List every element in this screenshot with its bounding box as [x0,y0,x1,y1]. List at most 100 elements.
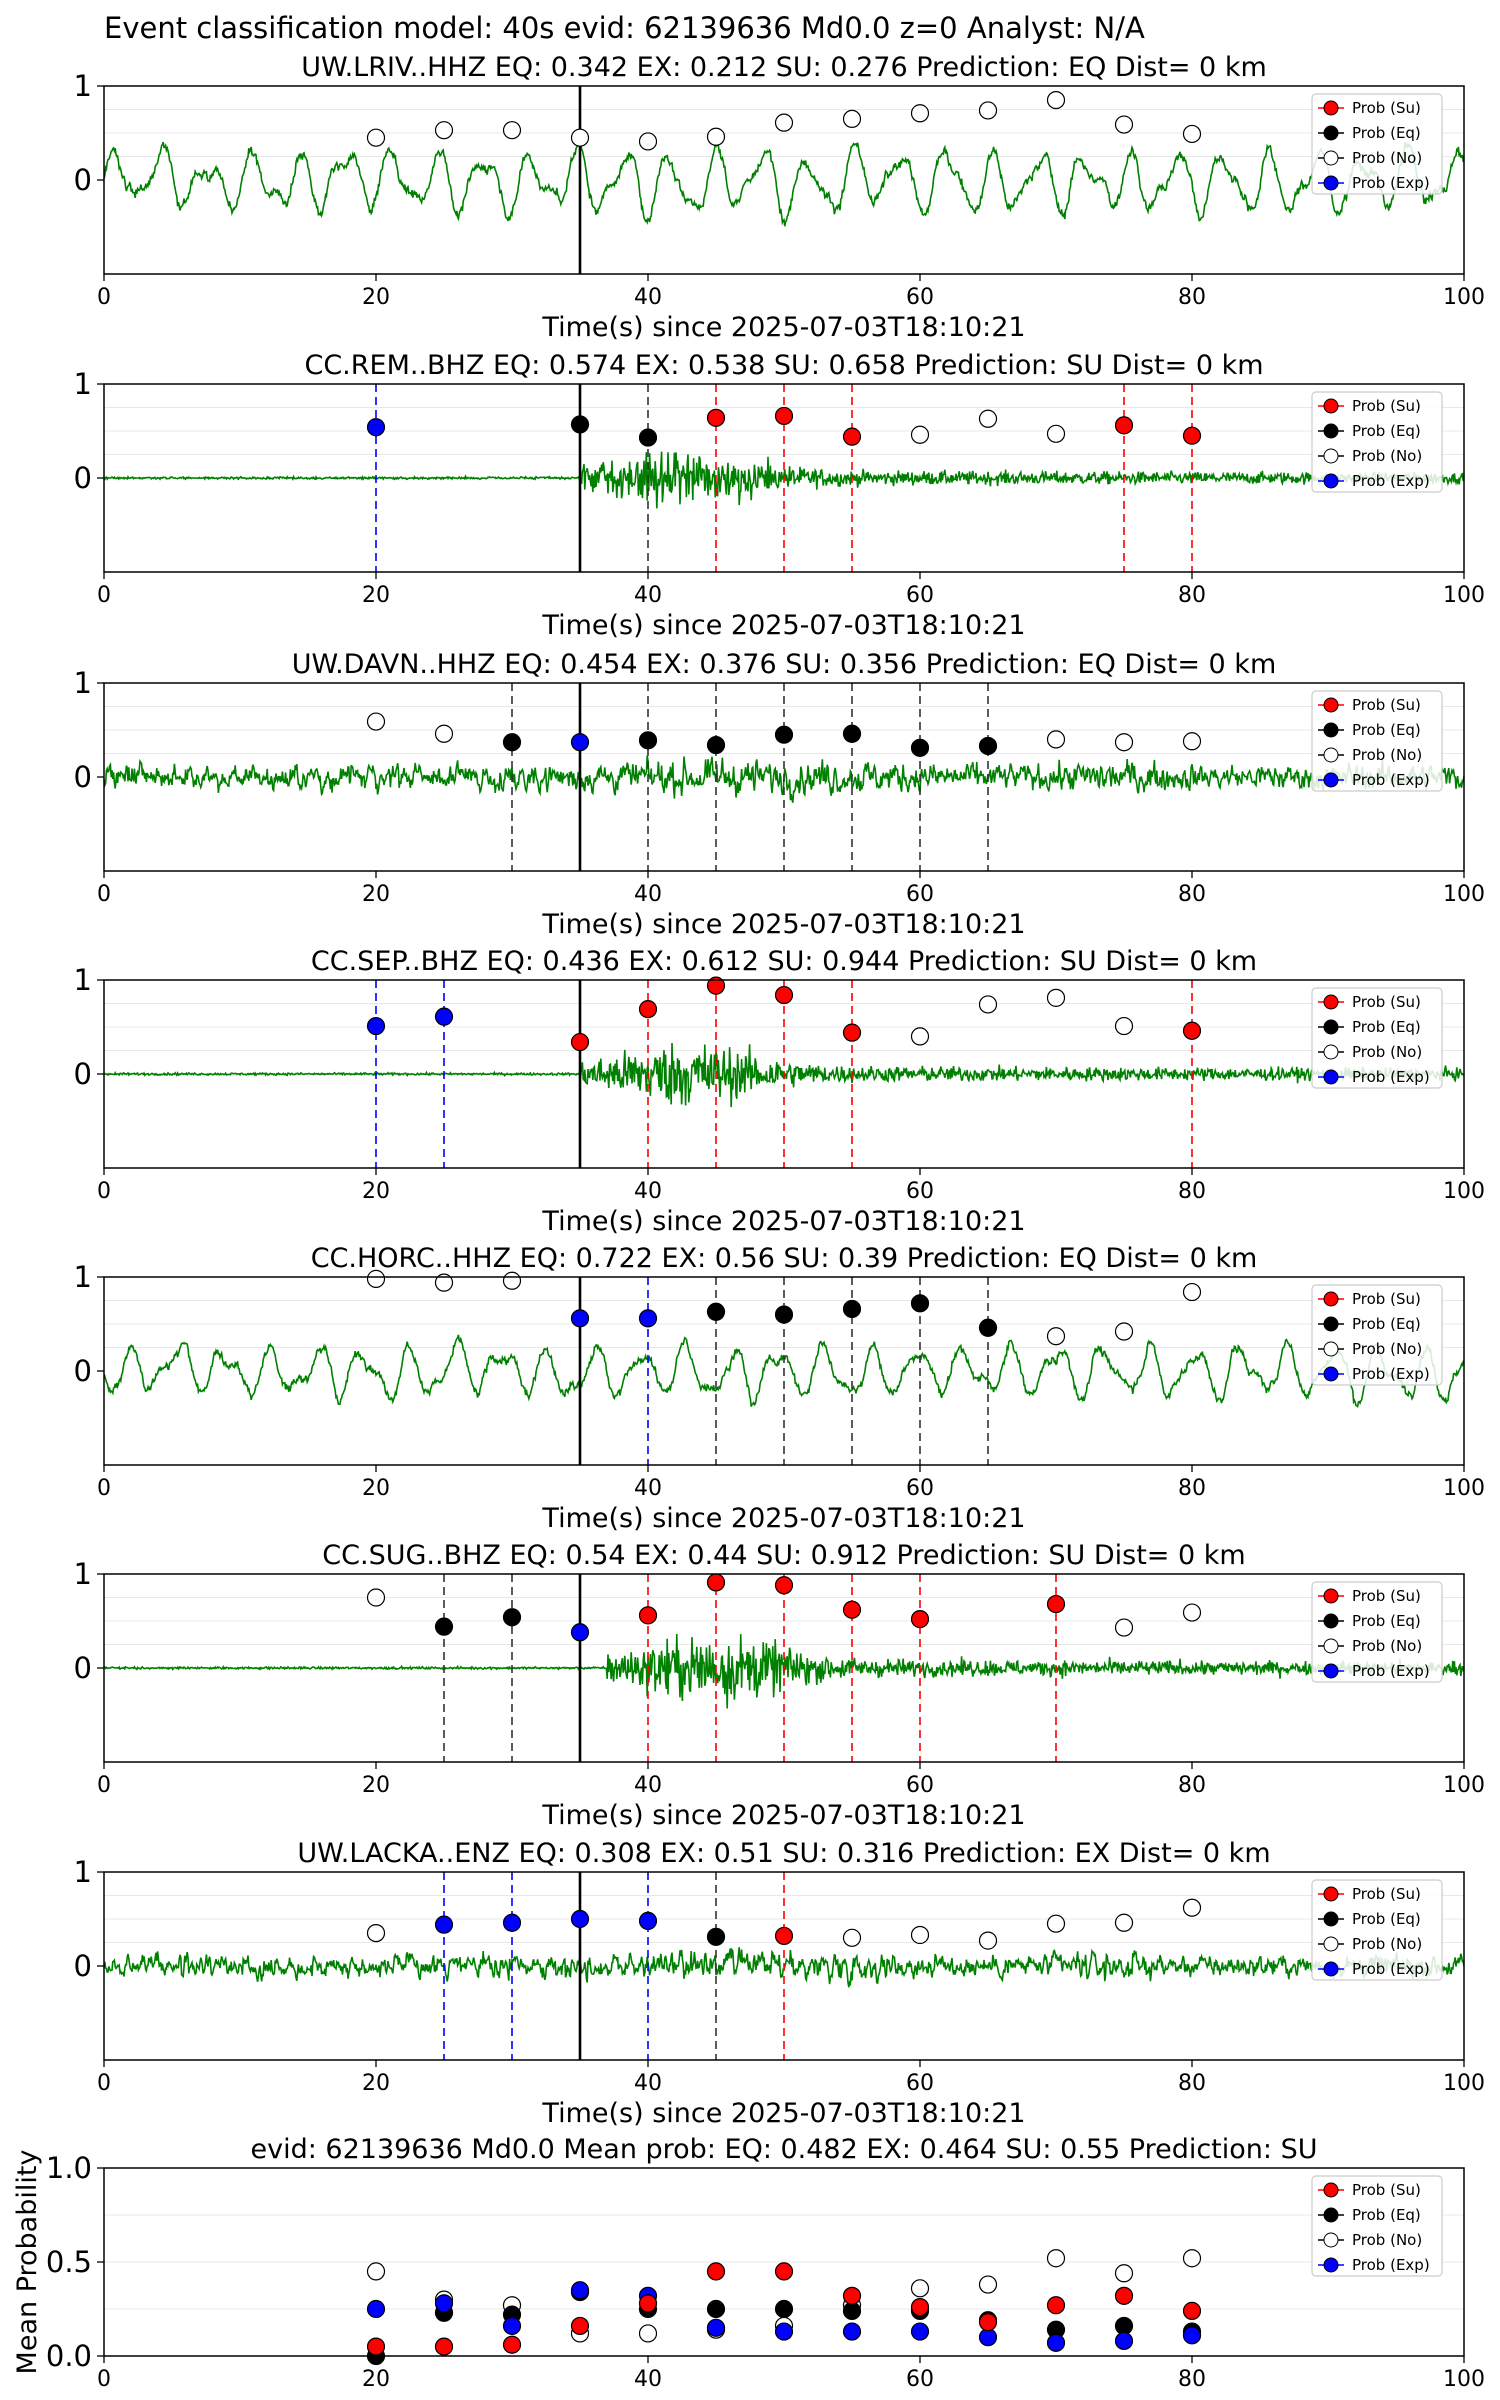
prob-point-no [842,1928,862,1947]
prob-point-eq [842,724,862,743]
prob-point-exp [434,1915,454,1934]
prob-point-su [706,408,726,427]
prob-point-no [366,1588,386,1607]
prob-point-no [706,127,726,146]
mean-prob-point-exp [842,2322,862,2341]
panel-title: CC.REM..BHZ EQ: 0.574 EX: 0.538 SU: 0.65… [304,350,1263,381]
x-tick-label: 0 [97,1179,111,1204]
legend-label: Prob (Su) [1352,99,1421,117]
panel-title: CC.HORC..HHZ EQ: 0.722 EX: 0.56 SU: 0.39… [311,1243,1258,1274]
legend-entry-probsu: Prob (Su) [1318,993,1421,1011]
x-tick-label: 80 [1178,1476,1206,1501]
prob-point-no [1114,1618,1134,1637]
mean-prob-point-no [978,2275,998,2294]
x-tick-label: 80 [1178,1773,1206,1798]
legend-marker [1323,1366,1339,1382]
x-tick-label: 40 [634,1773,662,1798]
legend-label: Prob (No) [1352,1043,1422,1061]
prob-point-su [774,406,794,426]
legend-label: Prob (Su) [1352,1290,1421,1308]
x-tick-label: 40 [634,583,662,608]
x-tick-label: 20 [362,1773,390,1798]
prob-point-su [1114,416,1134,435]
x-tick-label: 20 [362,1476,390,1501]
prob-point-exp [570,1909,590,1929]
legend-entry-probeq: Prob (Eq) [1318,422,1421,440]
mean-prob-point-su [366,2337,386,2356]
legend-entry-probexp: Prob (Exp) [1318,472,1430,490]
x-tick-label: 0 [97,1773,111,1798]
prob-point-eq [842,1299,862,1319]
legend-label: Prob (Su) [1352,1587,1421,1605]
mean-prob-point-exp [1182,2326,1202,2345]
panel-title: evid: 62139636 Md0.0 Mean prob: EQ: 0.48… [251,2134,1318,2165]
legend-marker [1323,772,1339,788]
legend-box [1311,1284,1443,1386]
y-tick-label: 1 [74,1557,92,1591]
prob-point-su [774,1576,794,1595]
legend-label: Prob (Exp) [1352,2256,1430,2274]
legend-label: Prob (No) [1352,2231,1422,2249]
prob-point-no [366,128,386,147]
prob-point-no [842,109,862,129]
legend-box [1311,2175,1443,2277]
prob-point-su [706,976,726,995]
prob-point-eq [638,731,658,750]
y-tick-label: 0 [74,163,92,197]
legend-label: Prob (No) [1352,1340,1422,1358]
legend-label: Prob (Exp) [1352,174,1430,192]
x-tick-label: 20 [362,882,390,907]
x-tick-label: 40 [634,285,662,310]
legend-label: Prob (Eq) [1352,124,1421,142]
prob-point-no [434,121,454,140]
mean-prob-point-exp [774,2322,794,2341]
prob-point-eq [706,1927,726,1946]
x-tick-label: 60 [906,2367,934,2392]
legend-entry-probno: Prob (No) [1318,1043,1422,1061]
panel-6: CC.SUG..BHZ EQ: 0.54 EX: 0.44 SU: 0.912 … [74,1540,1485,1831]
y-tick-label: 0.0 [46,2339,92,2373]
prob-point-no [502,1271,522,1290]
legend-label: Prob (Exp) [1352,1662,1430,1680]
legend-entry-probno: Prob (No) [1318,1637,1422,1655]
legend-entry-probexp: Prob (Exp) [1318,1662,1430,1680]
y-tick-label: 1.0 [46,2151,92,2185]
legend-marker [1323,398,1339,414]
legend-marker [1323,1019,1339,1035]
y-tick-label: 1 [74,1855,92,1889]
legend-label: Prob (No) [1352,1935,1422,1953]
prob-point-no [1046,1914,1066,1933]
x-tick-label: 100 [1443,583,1485,608]
legend-label: Prob (No) [1352,149,1422,167]
legend-marker [1323,100,1339,116]
mean-prob-point-su [502,2335,522,2354]
x-tick-label: 80 [1178,583,1206,608]
x-tick-label: 20 [362,1179,390,1204]
x-tick-label: 0 [97,583,111,608]
prob-point-no [366,1923,386,1943]
prob-point-exp [570,1309,590,1328]
legend-label: Prob (Eq) [1352,2206,1421,2224]
legend-label: Prob (Su) [1352,1885,1421,1903]
x-tick-label: 0 [97,2367,111,2392]
prob-point-no [1182,124,1202,144]
x-tick-label: 20 [362,583,390,608]
legend-entry-probsu: Prob (Su) [1318,99,1421,117]
prob-point-no [978,101,998,120]
legend-label: Prob (Eq) [1352,721,1421,739]
legend-label: Prob (Exp) [1352,771,1430,789]
legend-marker [1323,1069,1339,1085]
legend-label: Prob (Eq) [1352,422,1421,440]
legend-entry-probno: Prob (No) [1318,1340,1422,1358]
prob-point-no [1182,1898,1202,1917]
mean-prob-point-exp [706,2318,726,2337]
prob-point-su [638,1000,658,1019]
legend-marker [1323,722,1339,738]
mean-prob-point-no [638,2324,658,2343]
legend-marker [1323,1911,1339,1927]
legend-box [1311,391,1443,493]
mean-prob-point-exp [434,2294,454,2313]
legend-label: Prob (Eq) [1352,1018,1421,1036]
legend-marker [1323,2232,1339,2248]
mean-prob-point-su [434,2337,454,2356]
